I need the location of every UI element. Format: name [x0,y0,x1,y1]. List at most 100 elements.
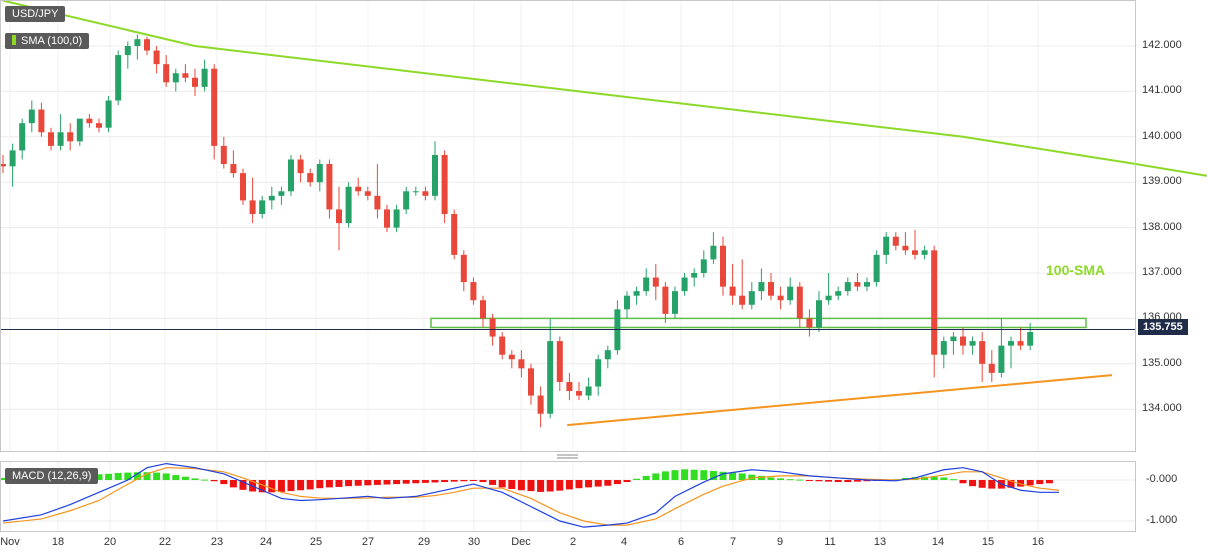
macd-histogram-bar [623,480,631,483]
resistance-zone [430,317,1087,329]
candle-body [691,273,698,278]
current-price-tag: 135.755 [1138,319,1188,335]
candle-body [364,191,371,196]
macd-histogram-bar [239,480,247,490]
candle-body [739,295,746,305]
candle-body [57,132,64,146]
candle-body [240,173,246,201]
x-tick-label: 11 [824,536,836,548]
y-tick-label: 134.000 [1142,402,1182,415]
candle-body [931,250,938,355]
candle-body [806,318,813,328]
y-tick-label: 137.000 [1142,266,1182,278]
candle-body [278,191,285,196]
overlay-lines [0,0,1207,427]
macd-histogram-bar [700,470,708,480]
y-tick-label: 142.000 [1142,39,1182,51]
macd-histogram-bar [517,480,525,491]
y-tick-label: 135.000 [1142,356,1182,369]
candle-body [796,286,803,319]
main-pane-border [0,0,1136,452]
macd-histogram-bar [364,480,372,486]
x-tick-label: 9 [776,536,784,548]
candle-body [480,300,486,319]
chart-frame [0,0,1136,532]
x-tick-label: 2 [569,536,577,548]
macd-histogram-bar [1017,480,1025,487]
macd-histogram-bar [642,475,650,480]
macd-histogram-bar [1036,480,1044,485]
symbol-label: USD/JPY [5,6,66,22]
macd-histogram-bar [383,480,391,485]
candle-body [1017,341,1024,346]
macd-histogram-bar [709,470,717,480]
macd-histogram-bar [105,473,113,480]
candle-body [873,254,880,283]
candle-body [528,368,534,396]
candle-body [585,386,592,396]
candle-body [163,64,170,83]
candle-body [345,186,352,224]
sma-legend: SMA (100,0) [5,33,90,49]
candle-body [787,286,794,301]
candle-body [403,191,410,210]
y-tick-label: 138.000 [1142,220,1182,233]
candle-body [777,295,784,301]
macd-histogram-bar [210,480,218,482]
y-tick-label: 136.000 [1142,311,1182,324]
candle-body [230,164,237,174]
macd-legend: MACD (12,26,9) [5,468,99,484]
candle-body [307,173,314,183]
macd-histogram-bar [527,480,535,492]
macd-histogram-bar [498,480,506,488]
candle-body [86,118,93,124]
candle-body [326,164,333,210]
candle-body [19,123,26,151]
candle-body [518,359,525,369]
y-tick-label: 140.000 [1142,129,1182,142]
x-tick-label: Dec [511,536,531,548]
sma-100-line [2,0,1207,177]
candle-body [940,341,947,355]
macd-signal-line [2,467,1060,526]
macd-histogram-bar [393,480,401,485]
candle-body [67,132,74,142]
macd-histogram-bar [844,480,852,483]
candle-body [9,150,16,167]
macd-histogram-bar [460,480,468,482]
x-tick-label: Nov [0,536,20,548]
candle-body [844,282,851,292]
candle-body [835,291,842,296]
macd-histogram-bar [479,480,487,483]
candle-body [624,295,630,310]
macd-histogram-bar [441,480,449,483]
candle-body [470,282,477,301]
macd-histogram-bar [220,480,228,485]
candle-body [825,295,832,301]
candle-body [28,109,35,124]
macd-histogram-bar [719,471,727,480]
candle-body [384,209,390,228]
candle-body [48,132,54,146]
macd-histogram-bar [345,480,353,487]
candle-body [288,159,294,192]
macd-histogram-bar [729,472,737,480]
candle-body [153,50,160,65]
support-trend-line [567,374,1113,427]
macd-histogram-bar [738,473,746,480]
candle-body [816,300,822,328]
candle-body [374,195,381,210]
macd-histogram-bar [258,480,266,493]
macd-histogram-bar [95,474,103,480]
x-tick-label: 30 [467,536,481,548]
candle-body [96,123,102,128]
macd-histogram-bar [469,480,477,481]
macd-histogram-bar [834,480,842,483]
sma-annotation: 100-SMA [1046,262,1106,278]
macd-histogram-bar [786,479,794,481]
candle-body [892,236,899,246]
macd-histogram-bar [162,473,170,480]
candle-body [921,250,928,255]
candle-body [336,209,342,224]
